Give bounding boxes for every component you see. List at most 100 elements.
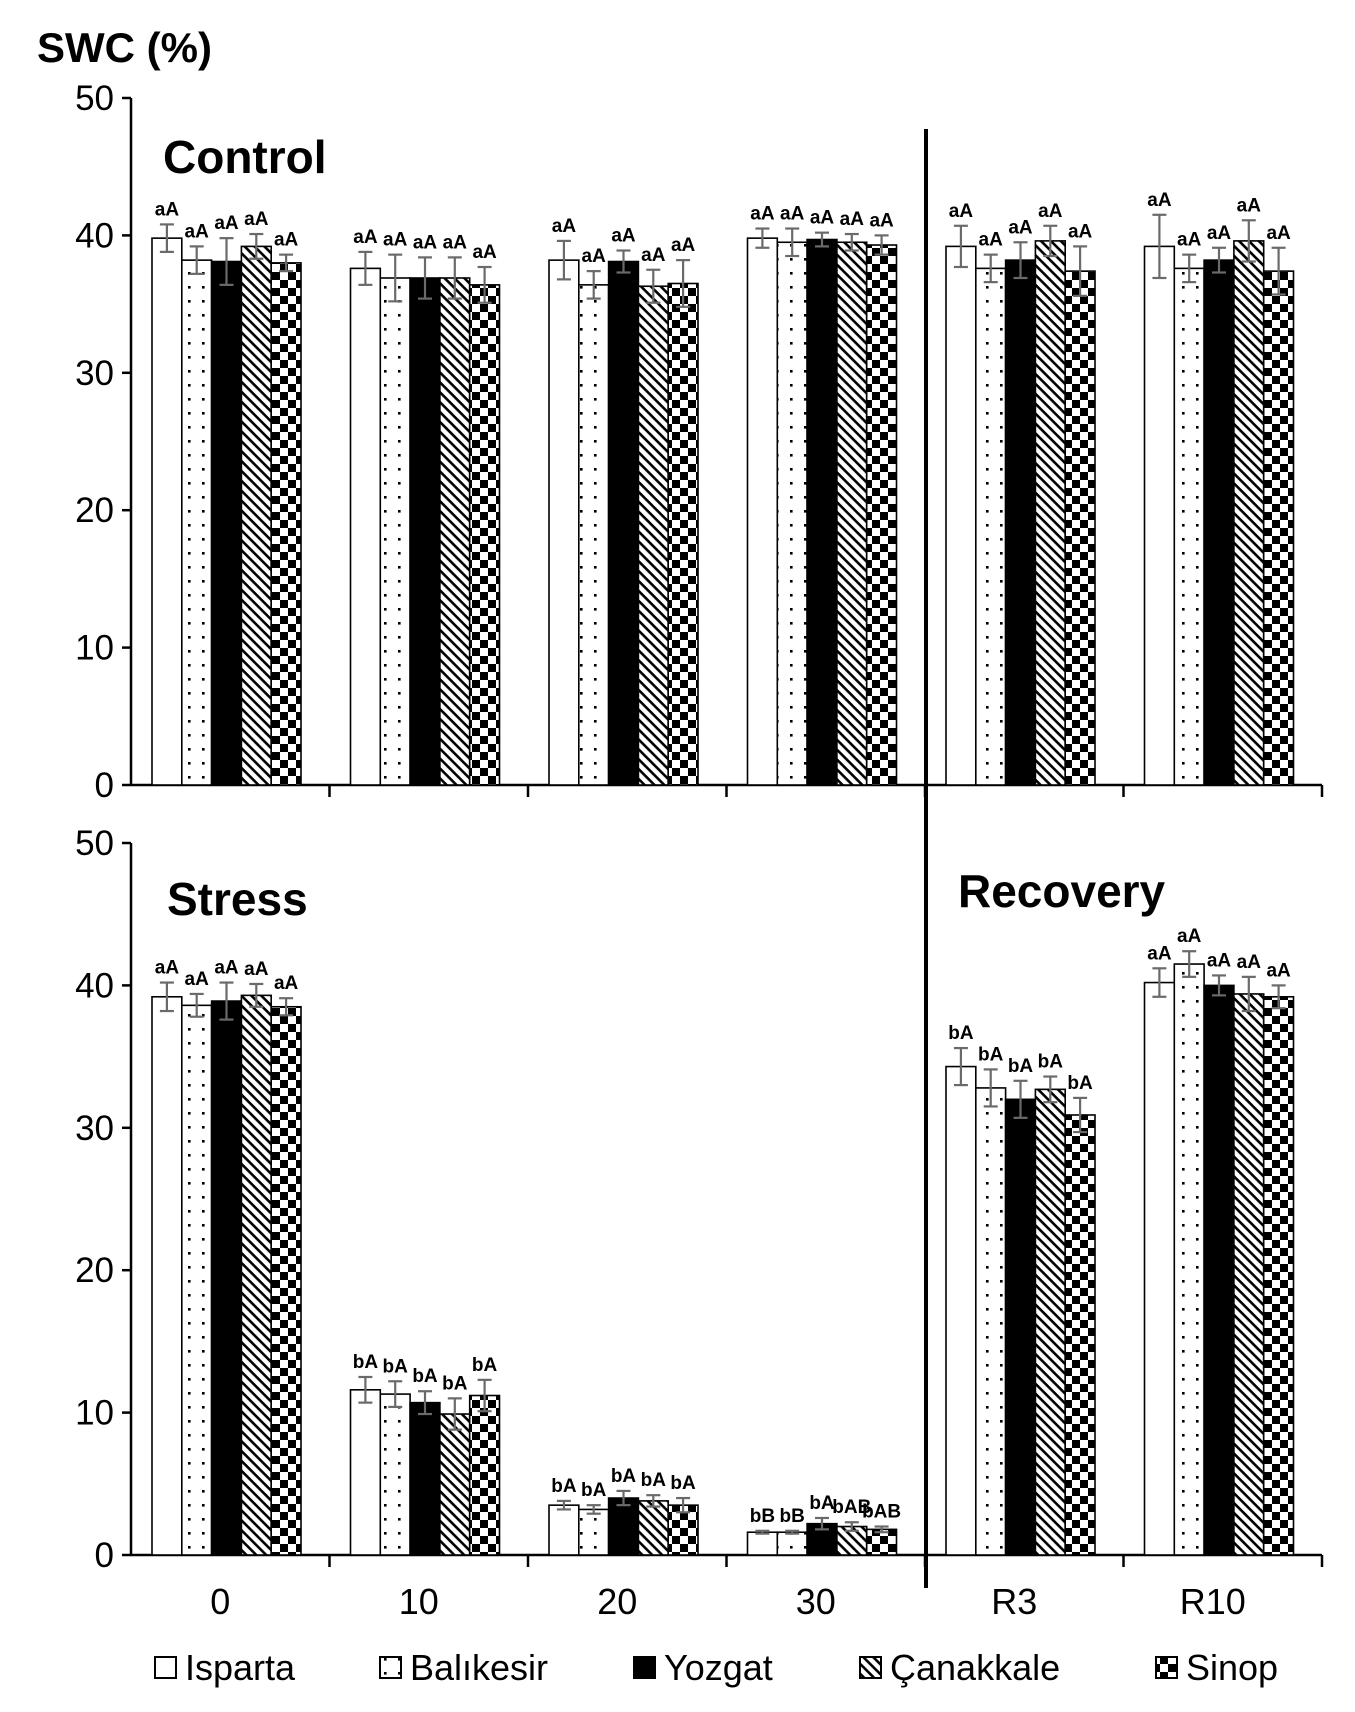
significance-label: aA [552,216,577,237]
legend-swatch-sinop [1155,1656,1178,1679]
significance-label: aA [155,958,180,979]
bar-balikesir-30 [776,1531,808,1556]
significance-label: aA [1177,926,1202,947]
significance-label: bA [670,1473,696,1494]
bar-isparta-0 [151,995,183,1556]
bar-yozgat-10 [409,1401,441,1556]
significance-label: bA [641,1470,667,1491]
bar-yozgat-0 [210,260,243,786]
significance-label: aA [214,213,239,234]
bar-canakkale-r10 [1233,240,1265,786]
significance-label: aA [949,201,974,222]
significance-label: bA [353,1352,379,1373]
bar-sinop-0 [270,262,302,786]
legend-label-canakkale: Çanakkale [890,1647,1060,1688]
x-tick-label: 20 [597,1581,637,1622]
significance-label: bAB [832,1497,871,1518]
bar-canakkale-r3 [1034,240,1067,786]
x-tick-label: 10 [399,1581,439,1622]
bar-balikesir-10 [379,277,411,786]
legend-label-yozgat: Yozgat [664,1647,773,1688]
bar-balikesir-30 [776,241,808,786]
significance-label: aA [750,204,775,225]
significance-label: aA [353,227,378,248]
bar-isparta-r3 [945,1065,977,1556]
bar-isparta-0 [151,237,183,786]
bar-isparta-20 [548,1504,580,1556]
significance-label: aA [979,230,1004,251]
bar-balikesir-r10 [1173,267,1205,786]
significance-label: aA [155,199,180,220]
bar-sinop-10 [468,284,501,786]
significance-label: aA [274,230,299,251]
bar-yozgat-r3 [1004,1098,1037,1556]
significance-label: aA [214,958,239,979]
bar-yozgat-r10 [1203,259,1235,786]
y-tick-label: 10 [75,1394,114,1433]
significance-label: aA [1068,221,1093,242]
bar-sinop-0 [270,1005,302,1556]
bar-isparta-r3 [945,245,977,786]
significance-label: bA [472,1355,498,1376]
y-tick-label: 30 [75,1109,114,1148]
significance-label: bAB [862,1502,901,1523]
x-axis-labels: 0 10 20 30 R3 R10 [210,1581,1246,1622]
bar-canakkale-20 [637,1500,670,1556]
y-axis-title: SWC (%) [37,24,212,71]
x-tick-label: 30 [796,1581,836,1622]
significance-label: aA [1207,950,1232,971]
significance-label: aA [244,959,269,980]
significance-label: aA [582,246,607,267]
bar-yozgat-10 [409,277,441,786]
significance-label: aA [1008,217,1033,238]
significance-label: aA [810,208,835,229]
significance-label: aA [1237,952,1262,973]
legend-swatch-balikesir [379,1656,402,1679]
bar-isparta-r10 [1143,981,1176,1556]
bar-canakkale-10 [439,1413,471,1556]
legend-label-isparta: Isparta [185,1647,296,1688]
bar-sinop-30 [865,1528,898,1556]
y-tick-label: 20 [75,1251,114,1290]
significance-label: bA [978,1044,1004,1065]
significance-label: bA [551,1476,577,1497]
bar-balikesir-r3 [974,1087,1007,1556]
legend-swatch-canakkale [859,1656,882,1679]
significance-label: aA [671,235,696,256]
bar-isparta-20 [548,259,580,786]
significance-label: aA [244,209,269,230]
y-tick-label: 40 [75,966,114,1005]
legend-swatch-yozgat [633,1656,656,1679]
significance-label: aA [1177,230,1202,251]
bar-isparta-10 [349,267,382,786]
significance-label: aA [383,230,408,251]
y-tick-label: 50 [75,79,114,118]
significance-label: aA [1147,943,1172,964]
y-tick-label: 40 [75,216,114,255]
significance-label: aA [472,242,497,263]
bar-yozgat-0 [210,1000,243,1556]
significance-label: aA [185,221,210,242]
significance-label: aA [185,969,210,990]
bar-isparta-10 [349,1389,382,1556]
panel-title-control: Control [163,131,327,183]
legend-swatch-isparta [154,1656,177,1679]
significance-label: aA [840,209,865,230]
bar-balikesir-0 [181,1004,213,1556]
bar-yozgat-30 [806,238,838,786]
bar-yozgat-r10 [1203,984,1235,1556]
x-tick-label: 0 [210,1581,230,1622]
bar-balikesir-r3 [974,267,1007,786]
bar-canakkale-20 [637,285,670,786]
bar-yozgat-r3 [1004,259,1037,786]
significance-label: aA [1207,223,1232,244]
significance-label: aA [1237,195,1262,216]
significance-label: bB [780,1506,805,1527]
bar-sinop-r3 [1064,270,1096,786]
bar-canakkale-r3 [1034,1088,1067,1556]
significance-label: bA [383,1356,409,1377]
significance-label: bB [750,1506,775,1527]
